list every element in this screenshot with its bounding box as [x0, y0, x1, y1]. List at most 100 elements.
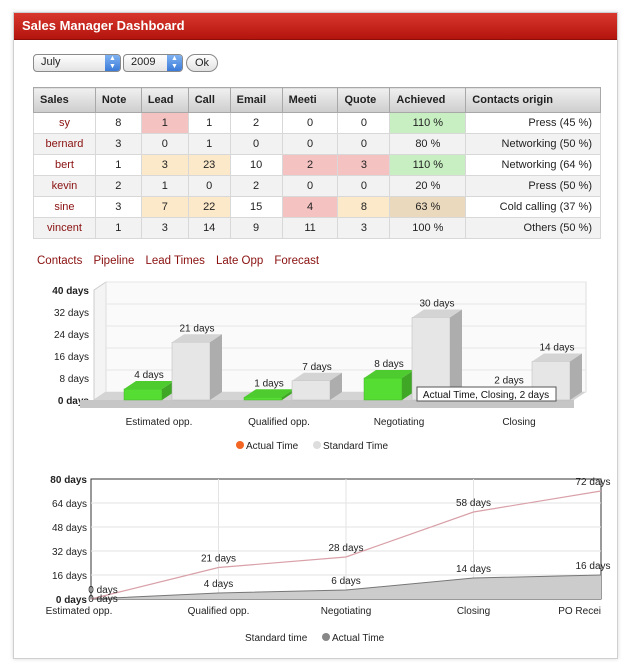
bar-front	[411, 317, 451, 401]
point-label: 4 days	[204, 579, 233, 590]
table-cell: 3	[94, 133, 142, 155]
y-tick-label: 16 days	[54, 352, 89, 363]
table-cell: 3	[337, 217, 391, 239]
bar-top	[172, 334, 222, 343]
table-cell: 15	[229, 196, 283, 218]
month-value: July	[41, 56, 61, 68]
table-cell: 20 %	[389, 175, 467, 197]
salesperson-name[interactable]: bernard	[33, 133, 96, 155]
table-header-row: Sales Note Lead Call Email Meeti Quote Achieved…	[33, 87, 601, 113]
point-label: 0 days	[88, 585, 117, 596]
year-value: 2009	[131, 56, 156, 68]
x-category-label: Estimated opp.	[46, 606, 113, 617]
y-tick-label: 8 days	[60, 374, 89, 385]
y-tick-label: 24 days	[54, 330, 89, 341]
legend-label: Standard time	[245, 633, 308, 644]
column-header[interactable]: Note	[94, 87, 142, 113]
table-cell: 100 %	[389, 217, 467, 239]
table-cell: 4	[281, 196, 339, 218]
table-cell: 1	[140, 175, 189, 197]
table-row[interactable]: vincent 1 3 14 9 11 3 100 % Others (50 %)	[33, 217, 601, 239]
table-cell: 1	[94, 154, 142, 176]
chart-floor-front	[80, 400, 574, 408]
y-tick-label: 80 days	[50, 475, 87, 486]
tab-lead-times[interactable]: Lead Times	[145, 255, 205, 267]
bar-side	[402, 370, 414, 400]
y-tick-label: 0 days	[58, 396, 90, 407]
table-row[interactable]: bernard 3 0 1 0 0 0 80 % Networking (50 %)	[33, 133, 601, 155]
point-label: 28 days	[328, 543, 363, 554]
bar-value-label: 21 days	[179, 323, 214, 334]
tab-late-opp[interactable]: Late Opp	[215, 255, 264, 267]
column-header[interactable]: Email	[229, 87, 283, 113]
bar-value-label: 7 days	[302, 362, 331, 373]
month-select[interactable]: July ▲ ▼	[33, 54, 121, 72]
x-category-label: Negotiating	[374, 417, 425, 428]
tab-forecast[interactable]: Forecast	[274, 255, 320, 267]
tab-contacts[interactable]: Contacts	[37, 255, 83, 267]
legend-standard-icon	[313, 441, 321, 449]
salesperson-name[interactable]: kevin	[33, 175, 96, 197]
salesperson-name[interactable]: bert	[33, 154, 96, 176]
table-row[interactable]: bert 1 3 23 10 2 3 110 % Networking (64 %)	[33, 154, 601, 176]
bar-side	[330, 372, 342, 400]
x-category-label: PO Recei	[558, 606, 601, 617]
table-cell: 0	[337, 175, 391, 197]
y-tick-label: 48 days	[52, 523, 87, 534]
table-cell: 2	[229, 175, 283, 197]
table-cell: 0	[337, 133, 391, 155]
year-select[interactable]: 2009 ▲ ▼	[123, 54, 183, 72]
bar-front	[291, 380, 331, 401]
bar-side	[282, 389, 294, 400]
table-cell: 1	[140, 112, 189, 134]
table-cell: 10	[229, 154, 283, 176]
table-cell: 1	[187, 133, 231, 155]
y-tick-label: 40 days	[52, 286, 89, 297]
table-cell: 0	[281, 112, 339, 134]
y-tick-label: 32 days	[52, 547, 87, 558]
dashboard-panel: Sales Manager Dashboard July ▲ ▼ 2009 ▲ ▼ …	[13, 12, 618, 659]
point-label: 16 days	[575, 561, 610, 572]
bar-side	[570, 353, 582, 400]
table-cell: 63 %	[389, 196, 467, 218]
column-header[interactable]: Call	[187, 87, 231, 113]
bar-top	[292, 372, 342, 381]
table-cell: 22	[187, 196, 231, 218]
ok-button[interactable]: Ok	[186, 54, 218, 72]
standard-line	[90, 490, 602, 600]
table-cell: 3	[140, 154, 189, 176]
x-category-label: Closing	[502, 417, 535, 428]
table-cell: 3	[94, 196, 142, 218]
salesperson-name[interactable]: vincent	[33, 217, 96, 239]
select-arrows-icon: ▲ ▼	[105, 55, 120, 71]
table-cell: 110 %	[389, 112, 467, 134]
table-cell: 3	[140, 217, 189, 239]
salesperson-name[interactable]: sine	[33, 196, 96, 218]
table-cell: 11	[281, 217, 339, 239]
tab-pipeline[interactable]: Pipeline	[93, 255, 135, 267]
table-row[interactable]: kevin 2 1 0 2 0 0 20 % Press (50 %)	[33, 175, 601, 197]
bar-top	[364, 370, 414, 378]
salesperson-name[interactable]: sy	[33, 112, 96, 134]
column-header[interactable]: Contacts origin	[465, 87, 601, 113]
table-cell: 0	[337, 112, 391, 134]
x-category-label: Estimated opp.	[126, 417, 193, 428]
table-row[interactable]: sine 3 7 22 15 4 8 63 % Cold calling (37 %)	[33, 196, 601, 218]
chart-tabs: Contacts Pipeline Lead Times Late Opp Fo…	[37, 255, 327, 267]
column-header[interactable]: Quote	[337, 87, 391, 113]
table-row[interactable]: sy 8 1 1 2 0 0 110 % Press (45 %)	[33, 112, 601, 134]
bar-top	[532, 353, 582, 362]
column-header[interactable]: Sales	[33, 87, 96, 113]
y-tick-label: 0 days	[56, 595, 88, 606]
table-cell: 7	[140, 196, 189, 218]
title-bar: Sales Manager Dashboard	[14, 13, 617, 40]
bar-front	[123, 388, 163, 401]
point-label: 58 days	[456, 498, 491, 509]
column-header[interactable]: Achieved	[389, 87, 467, 113]
column-header[interactable]: Lead	[140, 87, 189, 113]
lead-times-bar-chart: 40 days 32 days 24 days 16 days 8 days 0 days…	[52, 281, 587, 452]
column-header[interactable]: Meeti	[281, 87, 339, 113]
bar-top	[124, 381, 174, 389]
bar-value-label: 14 days	[539, 343, 574, 354]
